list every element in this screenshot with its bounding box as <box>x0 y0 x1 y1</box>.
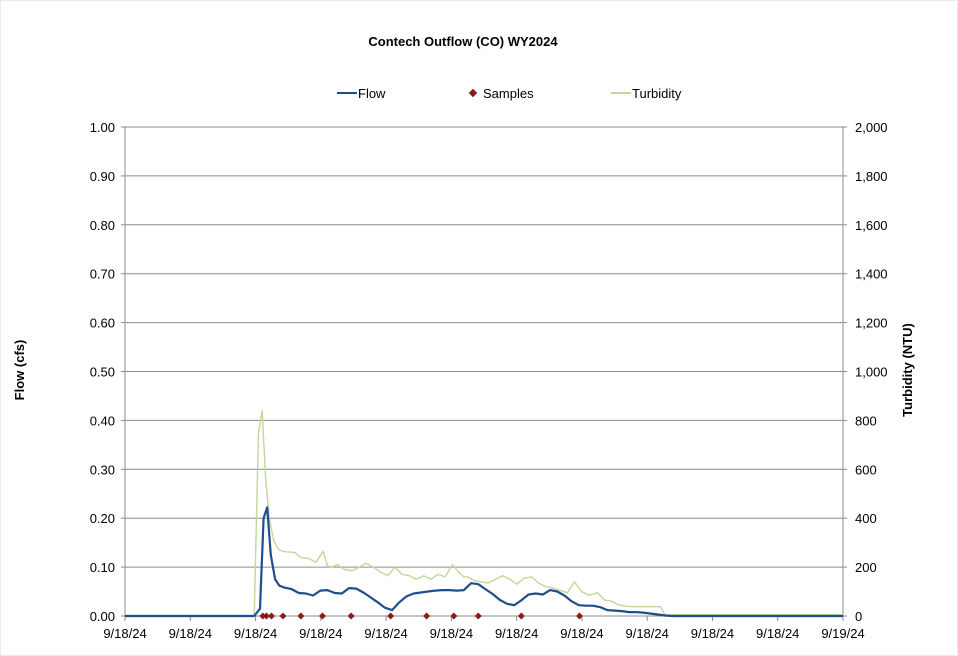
y-right-tick-label: 400 <box>855 511 877 526</box>
x-tick-label: 9/18/24 <box>625 626 668 641</box>
y-left-tick-label: 0.70 <box>90 267 115 282</box>
chart-title: Contech Outflow (CO) WY2024 <box>368 34 558 49</box>
x-tick-label: 9/18/24 <box>299 626 342 641</box>
x-axis-ticks: 9/18/24 9/18/24 9/18/24 9/18/24 9/18/24 9/18/… <box>103 616 865 641</box>
y-axis-left-ticks: 0.00 0.10 0.20 0.30 0.40 0.50 0.60 0.70 0.80 0.90… <box>90 120 125 624</box>
x-tick-label: 9/18/24 <box>234 626 277 641</box>
sample-point <box>387 612 395 620</box>
y-left-tick-label: 0.60 <box>90 316 115 331</box>
y-left-tick-label: 0.30 <box>90 462 115 477</box>
y-right-tick-label: 0 <box>855 609 862 624</box>
sample-point <box>297 612 305 620</box>
sample-point <box>423 612 431 620</box>
y-left-tick-label: 0.10 <box>90 560 115 575</box>
x-tick-label: 9/18/24 <box>364 626 407 641</box>
series-line-flow <box>125 506 843 618</box>
sample-point <box>517 612 525 620</box>
sample-point <box>262 612 270 620</box>
sample-point <box>318 612 326 620</box>
x-tick-label: 9/18/24 <box>103 626 146 641</box>
sample-point <box>267 612 275 620</box>
y-left-tick-label: 1.00 <box>90 120 115 135</box>
legend-label-turbidity: Turbidity <box>632 86 682 101</box>
y-right-tick-label: 800 <box>855 413 877 428</box>
y-right-tick-label: 600 <box>855 462 877 477</box>
x-tick-label: 9/18/24 <box>169 626 212 641</box>
y-right-tick-label: 2,000 <box>855 120 888 135</box>
y-right-tick-label: 1,400 <box>855 267 888 282</box>
gridlines <box>125 126 843 617</box>
x-tick-label: 9/18/24 <box>756 626 799 641</box>
y-axis-right-ticks: 0 200 400 600 800 1,000 1,200 1,400 1,600 1,800 2,… <box>843 120 888 624</box>
y-left-tick-label: 0.40 <box>90 413 115 428</box>
sample-point <box>474 612 482 620</box>
y-axis-right-title: Turbidity (NTU) <box>900 323 915 417</box>
y-right-tick-label: 1,600 <box>855 218 888 233</box>
x-tick-label: 9/18/24 <box>495 626 538 641</box>
y-right-tick-label: 1,800 <box>855 169 888 184</box>
y-left-tick-label: 0.00 <box>90 609 115 624</box>
y-right-tick-label: 1,200 <box>855 316 888 331</box>
y-left-tick-label: 0.90 <box>90 169 115 184</box>
sample-point <box>575 612 583 620</box>
sample-point <box>347 612 355 620</box>
legend-item-flow: Flow <box>337 86 386 101</box>
legend-item-turbidity: Turbidity <box>611 86 682 101</box>
y-left-tick-label: 0.80 <box>90 218 115 233</box>
sample-point <box>279 612 287 620</box>
series-line-turbidity <box>125 409 843 617</box>
legend-label-flow: Flow <box>358 86 386 101</box>
sample-point <box>450 612 458 620</box>
sample-point <box>259 612 267 620</box>
series-layer <box>125 409 843 620</box>
y-left-tick-label: 0.20 <box>90 511 115 526</box>
legend-item-samples: Samples <box>468 86 534 101</box>
legend-label-samples: Samples <box>483 86 534 101</box>
y-axis-left-title: Flow (cfs) <box>12 340 27 401</box>
x-tick-label: 9/19/24 <box>821 626 864 641</box>
x-tick-label: 9/18/24 <box>691 626 734 641</box>
y-right-tick-label: 1,000 <box>855 365 888 380</box>
legend: Flow Samples Turbidity <box>337 86 682 101</box>
legend-swatch-samples <box>468 88 478 98</box>
y-left-tick-label: 0.50 <box>90 365 115 380</box>
x-tick-label: 9/18/24 <box>560 626 603 641</box>
x-tick-label: 9/18/24 <box>430 626 473 641</box>
y-right-tick-label: 200 <box>855 560 877 575</box>
